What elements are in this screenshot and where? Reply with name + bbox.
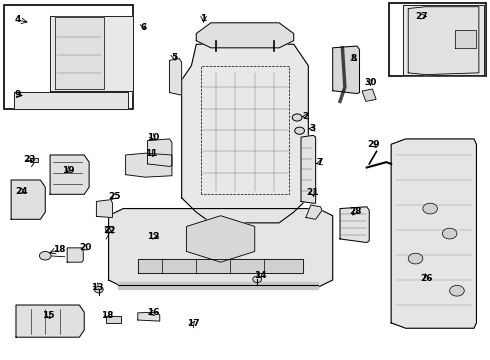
Circle shape bbox=[423, 203, 438, 214]
Bar bbox=[389, 3, 486, 76]
Circle shape bbox=[292, 114, 302, 121]
Text: 7: 7 bbox=[317, 158, 323, 167]
Circle shape bbox=[450, 285, 464, 296]
Polygon shape bbox=[50, 16, 133, 91]
Text: 23: 23 bbox=[23, 155, 35, 164]
Bar bbox=[30, 158, 38, 162]
Text: 11: 11 bbox=[145, 149, 158, 158]
Text: 29: 29 bbox=[367, 140, 379, 149]
Text: 9: 9 bbox=[14, 90, 21, 99]
Bar bbox=[106, 316, 121, 323]
Polygon shape bbox=[138, 258, 303, 273]
Polygon shape bbox=[109, 208, 333, 287]
Text: 25: 25 bbox=[109, 192, 121, 201]
Polygon shape bbox=[196, 23, 294, 48]
Text: 27: 27 bbox=[415, 12, 428, 21]
Polygon shape bbox=[301, 135, 316, 203]
Polygon shape bbox=[14, 93, 128, 109]
Bar bbox=[4, 5, 133, 109]
Polygon shape bbox=[170, 59, 182, 95]
Polygon shape bbox=[147, 139, 172, 166]
Text: 6: 6 bbox=[141, 23, 147, 32]
Polygon shape bbox=[138, 312, 160, 321]
Circle shape bbox=[408, 253, 423, 264]
Text: 21: 21 bbox=[306, 188, 318, 197]
Polygon shape bbox=[50, 155, 89, 194]
Text: 14: 14 bbox=[254, 271, 267, 280]
Text: 18: 18 bbox=[52, 245, 65, 254]
Polygon shape bbox=[408, 7, 479, 75]
Polygon shape bbox=[97, 200, 113, 217]
Text: 15: 15 bbox=[43, 311, 55, 320]
Polygon shape bbox=[455, 30, 476, 48]
Text: 30: 30 bbox=[364, 78, 376, 87]
Text: 13: 13 bbox=[91, 283, 103, 292]
Text: 22: 22 bbox=[103, 226, 116, 235]
Text: 28: 28 bbox=[349, 207, 362, 216]
Text: 19: 19 bbox=[62, 166, 75, 175]
Polygon shape bbox=[55, 18, 104, 89]
Polygon shape bbox=[403, 5, 484, 75]
Bar bbox=[362, 89, 376, 102]
Circle shape bbox=[39, 251, 51, 260]
Polygon shape bbox=[340, 207, 369, 243]
Polygon shape bbox=[182, 44, 308, 223]
Text: 3: 3 bbox=[309, 124, 316, 133]
Text: 12: 12 bbox=[147, 232, 160, 241]
Text: 1: 1 bbox=[200, 14, 207, 23]
Polygon shape bbox=[306, 205, 322, 219]
Text: 17: 17 bbox=[187, 319, 199, 328]
Polygon shape bbox=[67, 248, 83, 262]
Text: 18: 18 bbox=[101, 311, 113, 320]
Text: 2: 2 bbox=[302, 112, 309, 121]
Polygon shape bbox=[118, 282, 318, 289]
Text: 4: 4 bbox=[14, 15, 21, 24]
Polygon shape bbox=[125, 153, 172, 177]
Text: 5: 5 bbox=[171, 53, 177, 62]
Circle shape bbox=[294, 127, 304, 134]
Text: 24: 24 bbox=[16, 187, 28, 196]
Polygon shape bbox=[16, 305, 84, 337]
Polygon shape bbox=[187, 216, 255, 262]
Text: 16: 16 bbox=[147, 309, 160, 318]
Polygon shape bbox=[333, 46, 360, 94]
Text: 26: 26 bbox=[420, 274, 433, 283]
Text: 8: 8 bbox=[350, 54, 356, 63]
Circle shape bbox=[253, 276, 262, 283]
Circle shape bbox=[95, 287, 103, 293]
Polygon shape bbox=[11, 180, 45, 219]
Circle shape bbox=[442, 228, 457, 239]
Circle shape bbox=[106, 226, 114, 232]
Text: 20: 20 bbox=[79, 243, 92, 252]
Polygon shape bbox=[391, 139, 476, 328]
Text: 10: 10 bbox=[147, 133, 160, 142]
